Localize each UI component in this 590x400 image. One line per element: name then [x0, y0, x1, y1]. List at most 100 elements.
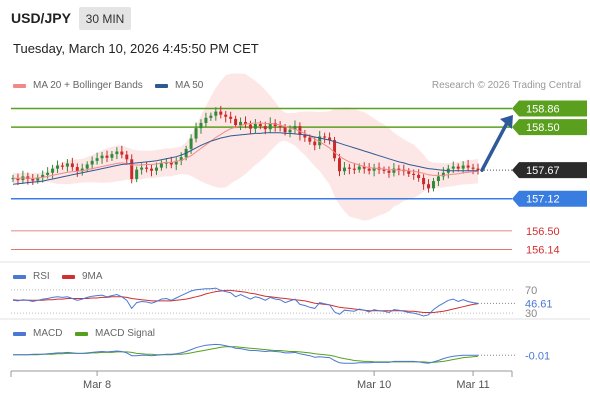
candle-body: [179, 157, 183, 161]
candle-body: [75, 167, 79, 172]
candle-body: [214, 111, 218, 116]
candle-body: [392, 168, 396, 173]
candle-body: [85, 164, 89, 169]
level-label-target: 156.14: [526, 245, 560, 257]
time-axis-label: Mar 10: [357, 379, 391, 391]
candle-body: [278, 126, 282, 128]
legend-ma50-label: MA 50: [175, 80, 204, 91]
level-label-support: 157.12: [526, 194, 560, 206]
legend-ma20-label: MA 20 + Bollinger Bands: [33, 80, 143, 91]
candle-body: [308, 137, 312, 142]
candle-body: [253, 124, 257, 129]
ma20-swatch: [13, 83, 26, 88]
rsi-ma-line: [12, 289, 479, 313]
candle-body: [342, 167, 346, 172]
candle-body: [174, 160, 178, 165]
candle-body: [471, 167, 475, 169]
candle-body: [288, 129, 292, 133]
candle-body: [194, 128, 198, 139]
candle-body: [51, 168, 55, 173]
candle-body: [318, 136, 322, 146]
candle-body: [431, 181, 435, 189]
candle-body: [120, 151, 124, 155]
candle-body: [125, 154, 129, 160]
candle-body: [357, 166, 361, 170]
rsi-tick-label: 30: [525, 308, 537, 320]
rsi-ma-swatch: [62, 274, 75, 279]
level-tag-resistance: [512, 119, 587, 136]
candle-body: [441, 172, 445, 177]
rsi-line: [12, 287, 479, 317]
candle-body: [382, 169, 386, 171]
candle-body: [199, 122, 203, 129]
candle-body: [313, 141, 317, 146]
candle-body: [219, 111, 223, 115]
candle-body: [258, 124, 262, 127]
candle-body: [352, 168, 356, 170]
legend-rsi-label: RSI: [33, 271, 50, 282]
level-tag-support: [512, 190, 587, 207]
level-label-resistance: 158.86: [526, 103, 560, 115]
candle-body: [461, 165, 465, 169]
legend-rsi-ma-label: 9MA: [82, 271, 103, 282]
candle-body: [412, 173, 416, 176]
candle-body: [150, 168, 154, 171]
candle-body: [11, 177, 15, 180]
candle-body: [60, 165, 64, 167]
candle-body: [70, 163, 74, 168]
chart-datetime: Tuesday, March 10, 2026 4:45:50 PM CET: [13, 41, 259, 56]
candle-body: [105, 155, 109, 158]
legend-ma20: MA 20 + Bollinger Bands: [13, 80, 143, 91]
legend-rsi: RSI: [13, 271, 50, 282]
legend-rsi-ma: 9MA: [62, 271, 103, 282]
macd-last-value: -0.01: [525, 350, 550, 362]
candle-body: [100, 155, 104, 159]
rsi-tick-label: 70: [525, 285, 537, 297]
candle-body: [244, 121, 247, 125]
candle-body: [159, 163, 163, 168]
bollinger-band: [13, 73, 478, 221]
candle-body: [56, 165, 60, 169]
interval-button[interactable]: 30 MIN: [79, 7, 131, 30]
candle-body: [239, 121, 243, 126]
candle-body: [387, 170, 391, 173]
macd-signal-swatch: [75, 331, 88, 336]
level-tag-current: [512, 162, 587, 179]
candle-body: [209, 115, 213, 118]
legend-macd: MACD: [13, 328, 62, 339]
candle-body: [204, 117, 208, 123]
candle-body: [189, 138, 193, 149]
candle-body: [80, 168, 84, 172]
candle-body: [234, 118, 238, 126]
ma20-line: [12, 122, 479, 180]
candle-body: [303, 134, 307, 138]
candle-body: [422, 177, 426, 185]
candle-body: [372, 167, 376, 171]
candle-body: [46, 172, 50, 175]
symbol-title: USD/JPY: [11, 10, 71, 26]
forecast-arrow-head: [500, 115, 513, 129]
rsi-swatch: [13, 274, 26, 279]
candle-body: [16, 177, 20, 181]
legend-ma50: MA 50: [155, 80, 203, 91]
candle-body: [436, 176, 440, 182]
candle-body: [283, 127, 287, 133]
candle-body: [41, 174, 45, 178]
level-label-current: 157.67: [526, 165, 560, 177]
candle-body: [115, 151, 119, 155]
candle-body: [337, 158, 341, 172]
legend-macd-signal: MACD Signal: [75, 328, 155, 339]
candle-body: [90, 160, 94, 165]
level-label-target: 156.50: [526, 226, 560, 238]
candle-body: [397, 168, 401, 170]
candle-body: [36, 177, 40, 181]
candle-body: [169, 162, 173, 165]
candle-body: [456, 166, 460, 169]
candle-body: [328, 137, 332, 141]
candle-body: [367, 168, 371, 171]
candle-body: [130, 159, 134, 179]
candle-body: [135, 169, 139, 179]
candle-body: [298, 126, 302, 135]
ma50-swatch: [155, 83, 168, 88]
